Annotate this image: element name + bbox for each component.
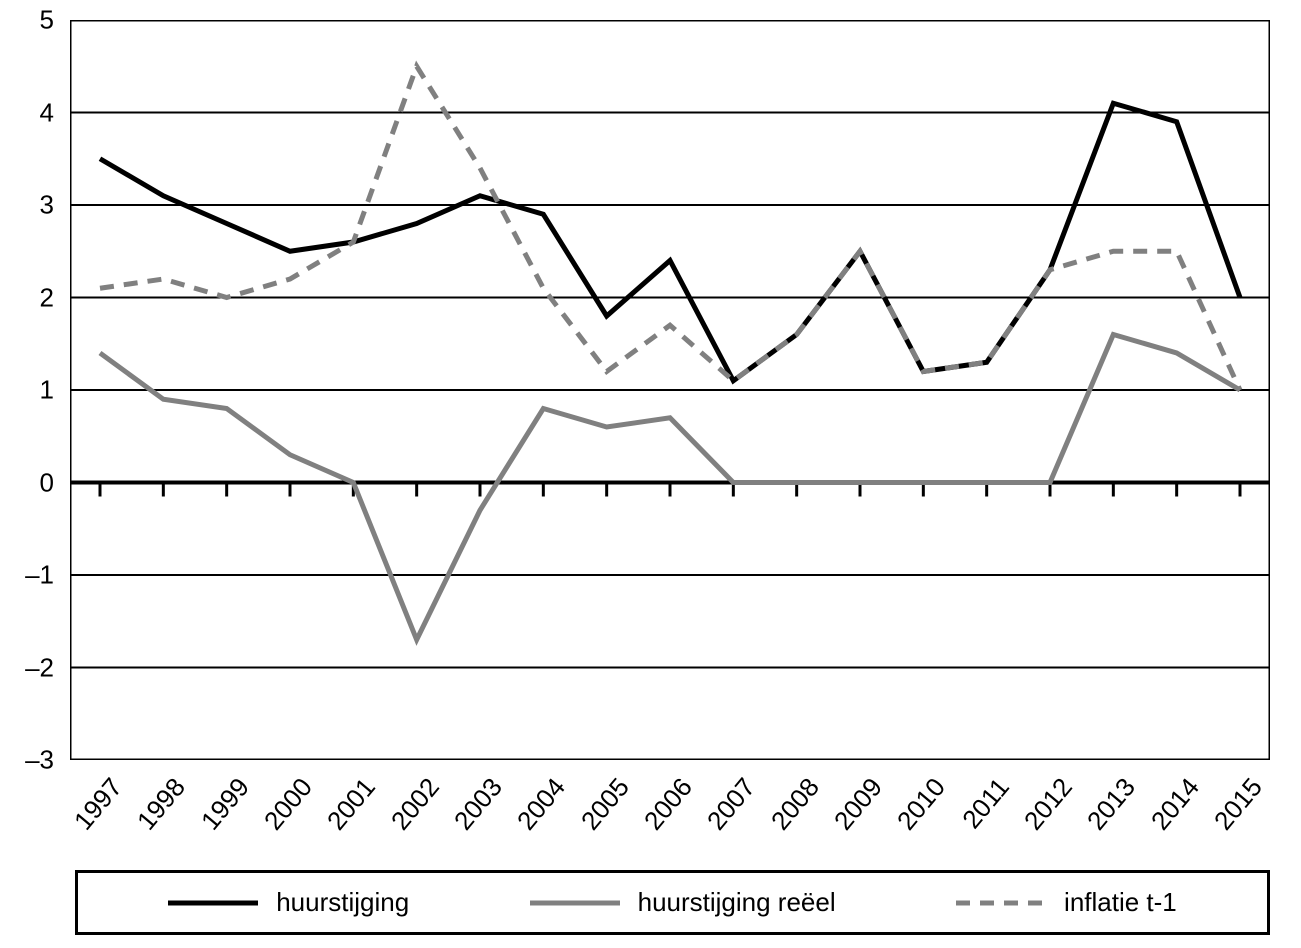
x-tick-label: 2004 [511, 772, 572, 836]
x-tick-label: 2015 [1208, 772, 1269, 836]
y-tick-label: 3 [24, 190, 54, 221]
legend-label: huurstijging [276, 887, 409, 918]
y-tick-label: 4 [24, 97, 54, 128]
y-tick-label: –2 [24, 652, 54, 683]
legend-swatch [956, 893, 1046, 913]
x-tick-label: 2006 [638, 772, 699, 836]
x-tick-label: 2007 [701, 772, 762, 836]
chart-container: –3–2–1012345 199719981999200020012002200… [0, 0, 1301, 948]
x-tick-label: 2002 [384, 772, 445, 836]
x-tick-label: 2003 [448, 772, 509, 836]
legend-label: inflatie t-1 [1064, 887, 1177, 918]
plot-svg [70, 20, 1270, 760]
legend: huurstijging huurstijging reëel inflatie t… [75, 870, 1270, 935]
legend-item-inflatie_t_1: inflatie t-1 [956, 887, 1177, 918]
x-tick-label: 2001 [321, 772, 382, 836]
plot-area [70, 20, 1270, 760]
legend-swatch [530, 893, 620, 913]
x-tick-label: 2009 [828, 772, 889, 836]
x-tick-label: 2012 [1018, 772, 1079, 836]
series-huurstijging [100, 103, 1240, 381]
x-tick-label: 1997 [68, 772, 129, 836]
legend-item-huurstijging_reeel: huurstijging reëel [530, 887, 836, 918]
x-tick-label: 1999 [194, 772, 255, 836]
legend-swatch [168, 893, 258, 913]
y-tick-label: 0 [24, 467, 54, 498]
x-tick-label: 2010 [891, 772, 952, 836]
x-tick-label: 1998 [131, 772, 192, 836]
y-tick-label: 1 [24, 375, 54, 406]
y-tick-label: 2 [24, 282, 54, 313]
x-tick-label: 2013 [1081, 772, 1142, 836]
series-inflatie_t_1 [100, 66, 1240, 390]
x-tick-label: 2005 [574, 772, 635, 836]
x-tick-label: 2011 [956, 772, 1016, 835]
y-tick-label: –1 [24, 560, 54, 591]
y-tick-label: 5 [24, 5, 54, 36]
x-tick-label: 2014 [1144, 772, 1205, 836]
y-tick-label: –3 [24, 745, 54, 776]
x-tick-label: 2008 [764, 772, 825, 836]
x-tick-label: 2000 [258, 772, 319, 836]
legend-item-huurstijging: huurstijging [168, 887, 409, 918]
legend-label: huurstijging reëel [638, 887, 836, 918]
